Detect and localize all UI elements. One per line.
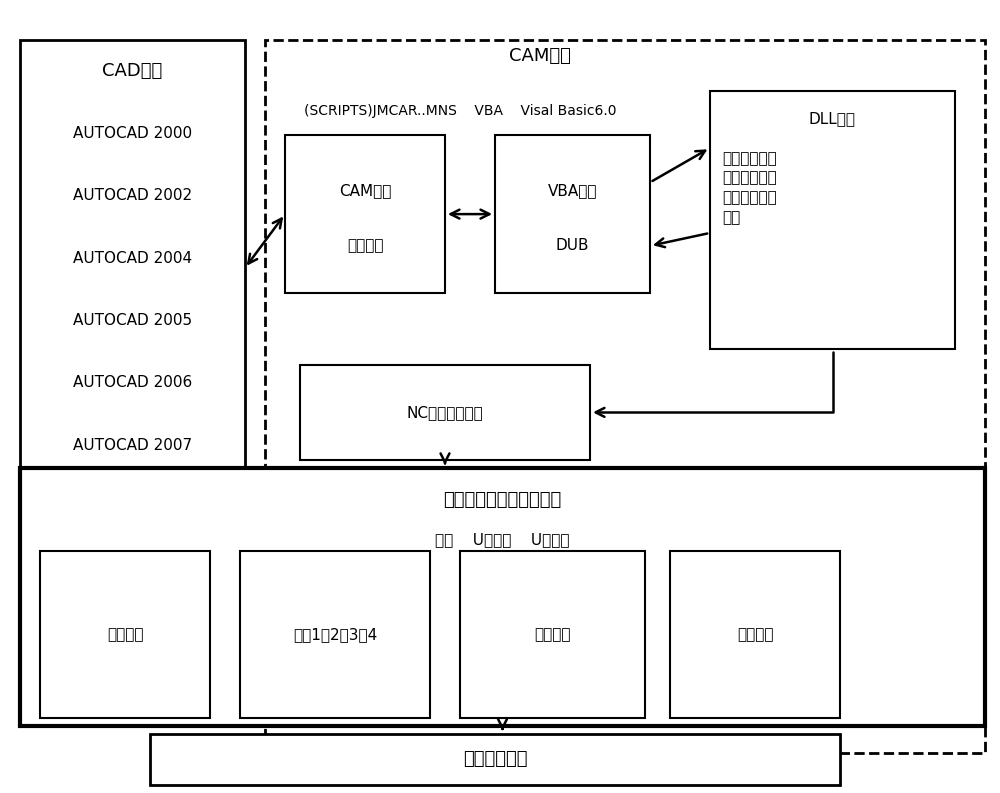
Bar (265, 40, 985, 753)
Text: CAD部分: CAD部分 (102, 63, 163, 80)
Text: (SCRIPTS)JMCAR..MNS    VBA    Visal Basic6.0: (SCRIPTS)JMCAR..MNS VBA Visal Basic6.0 (304, 104, 616, 118)
Text: AUTOCAD 2007: AUTOCAD 2007 (73, 438, 192, 453)
Bar (460, 551, 645, 718)
Bar (300, 365, 590, 460)
Text: AUTOCAD 2004: AUTOCAD 2004 (73, 251, 192, 266)
Text: DLL工程: DLL工程 (809, 112, 856, 126)
Bar (20, 40, 245, 515)
Text: 平板    U形幅面    U形三面: 平板 U形幅面 U形三面 (435, 532, 570, 546)
Bar (710, 91, 955, 349)
Text: CAM系统: CAM系统 (339, 183, 391, 197)
Text: AUTOCAD 2000: AUTOCAD 2000 (73, 126, 192, 141)
Bar (285, 135, 445, 293)
Bar (20, 468, 985, 726)
Text: AUTOCAD 2005: AUTOCAD 2005 (73, 313, 192, 328)
Text: DUB: DUB (556, 239, 589, 253)
Text: 窗体、模块、
类、过程、函
数、链接、引
用等: 窗体、模块、 类、过程、函 数、链接、引 用等 (722, 151, 777, 225)
Bar (150, 734, 840, 785)
Text: 汽车纵梁数控冲孔生产线: 汽车纵梁数控冲孔生产线 (443, 491, 562, 508)
Text: 数控系统: 数控系统 (534, 627, 571, 642)
Bar (670, 551, 840, 718)
Text: AUTOCAD 2006: AUTOCAD 2006 (73, 375, 192, 390)
Text: NC数据生成功能: NC数据生成功能 (407, 405, 483, 419)
Text: CAM部分: CAM部分 (509, 47, 571, 64)
Bar (495, 135, 650, 293)
Bar (40, 551, 210, 718)
Bar (240, 551, 430, 718)
Text: 主机1，2，3，4: 主机1，2，3，4 (293, 627, 377, 642)
Text: 图标菜单: 图标菜单 (347, 239, 383, 253)
Text: 下料装置: 下料装置 (737, 627, 773, 642)
Text: VBA工程: VBA工程 (548, 183, 597, 197)
Text: 汽车纵梁产品: 汽车纵梁产品 (463, 750, 527, 768)
Text: AUTOCAD 2002: AUTOCAD 2002 (73, 189, 192, 204)
Text: 上料装置: 上料装置 (107, 627, 143, 642)
